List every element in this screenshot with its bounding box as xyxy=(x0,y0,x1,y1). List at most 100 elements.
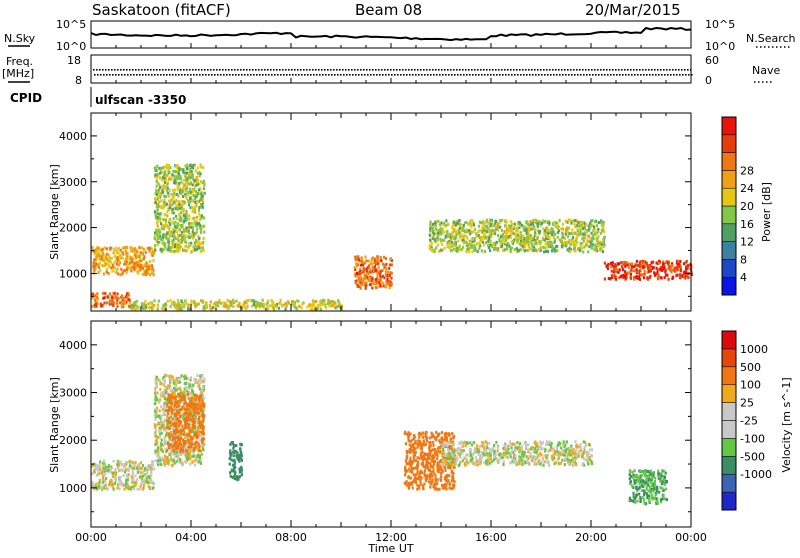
velocity-cell xyxy=(159,436,161,439)
power-cell xyxy=(198,222,200,225)
power-cell xyxy=(159,220,161,223)
power-cell xyxy=(168,200,170,203)
freq-point xyxy=(567,69,569,71)
power-cell xyxy=(177,299,179,302)
freq-tick-bottom: 8 xyxy=(75,74,82,87)
velocity-cell xyxy=(232,447,234,450)
freq-point xyxy=(132,69,134,71)
power-cell xyxy=(497,234,499,237)
power-cell xyxy=(445,224,447,227)
velocity-cell xyxy=(155,413,157,416)
velocity-cell xyxy=(149,486,151,489)
power-cell xyxy=(300,306,302,309)
power-cell xyxy=(159,186,161,189)
velocity-cell xyxy=(188,446,190,449)
power-cell xyxy=(306,306,308,309)
nave-point xyxy=(610,74,612,76)
freq-point xyxy=(636,69,638,71)
power-cell xyxy=(488,237,490,240)
velocity-cell xyxy=(166,419,168,422)
power-cell xyxy=(376,273,378,276)
velocity-cell xyxy=(186,434,188,437)
power-cell xyxy=(153,299,155,302)
power-cell xyxy=(162,176,164,179)
power-cell xyxy=(536,220,538,223)
power-cell xyxy=(603,245,605,248)
power-cell xyxy=(185,301,187,304)
freq-point xyxy=(402,69,404,71)
nave-point xyxy=(559,74,561,76)
velocity-cell xyxy=(194,421,196,424)
power-cell xyxy=(553,241,555,244)
velocity-cell xyxy=(183,397,185,400)
freq-point xyxy=(408,69,410,71)
velocity-cell xyxy=(177,400,179,403)
velocity-cell xyxy=(118,480,120,483)
power-cell xyxy=(156,193,158,196)
power-cell xyxy=(582,251,584,254)
power-cell xyxy=(167,300,169,303)
power-cell xyxy=(194,233,196,236)
power-cell xyxy=(180,181,182,184)
nave-point xyxy=(103,74,105,76)
freq-point xyxy=(363,69,365,71)
velocity-cell xyxy=(174,403,176,406)
power-cell xyxy=(145,306,147,309)
power-cell xyxy=(156,221,158,224)
power-cell xyxy=(457,239,459,242)
nave-point xyxy=(604,74,606,76)
velocity-cell xyxy=(202,448,204,451)
power-cell xyxy=(118,247,120,250)
power-cell xyxy=(172,170,174,173)
freq-point xyxy=(642,69,644,71)
freq-point xyxy=(351,69,353,71)
power-cell xyxy=(482,241,484,244)
velocity-cell xyxy=(118,461,120,464)
freq-point xyxy=(582,69,584,71)
velocity-cell xyxy=(188,423,190,426)
power-cell xyxy=(202,198,204,201)
velocity-cell xyxy=(176,378,178,381)
power-cell xyxy=(195,193,197,196)
nave-point xyxy=(196,74,198,76)
freq-point xyxy=(207,69,209,71)
power-cell xyxy=(631,262,633,265)
power-cell xyxy=(623,261,625,264)
power-cell xyxy=(508,245,510,248)
power-cell xyxy=(388,267,390,270)
power-cell xyxy=(534,241,536,244)
power-cell xyxy=(130,306,132,309)
power-cell xyxy=(201,214,203,217)
nave-point xyxy=(535,74,537,76)
velocity-cell xyxy=(197,408,199,411)
nave-point xyxy=(481,74,483,76)
power-cell xyxy=(536,237,538,240)
velocity-cell xyxy=(189,457,191,460)
power-cell xyxy=(571,232,573,235)
power-cell xyxy=(453,244,455,247)
power-cell xyxy=(626,261,628,264)
nave-point xyxy=(511,74,513,76)
velocity-cell xyxy=(114,482,116,485)
freq-point xyxy=(429,69,431,71)
velocity-cell xyxy=(199,454,201,457)
velocity-cell xyxy=(441,484,443,487)
nave-point xyxy=(487,74,489,76)
power-cell xyxy=(375,269,377,272)
power-cell xyxy=(177,177,179,180)
power-cell xyxy=(489,240,491,243)
nave-point xyxy=(598,74,600,76)
power-cell xyxy=(610,262,612,265)
power-cell xyxy=(180,168,182,171)
power-cell xyxy=(178,304,180,307)
power-cell xyxy=(247,299,249,302)
freq-point xyxy=(417,69,419,71)
power-cell xyxy=(603,230,605,233)
power-cell xyxy=(116,257,118,260)
power-cell xyxy=(155,213,157,216)
y-tick-label: 4000 xyxy=(59,130,87,143)
power-cell xyxy=(223,301,225,304)
freq-point xyxy=(348,69,350,71)
nave-point xyxy=(562,74,564,76)
